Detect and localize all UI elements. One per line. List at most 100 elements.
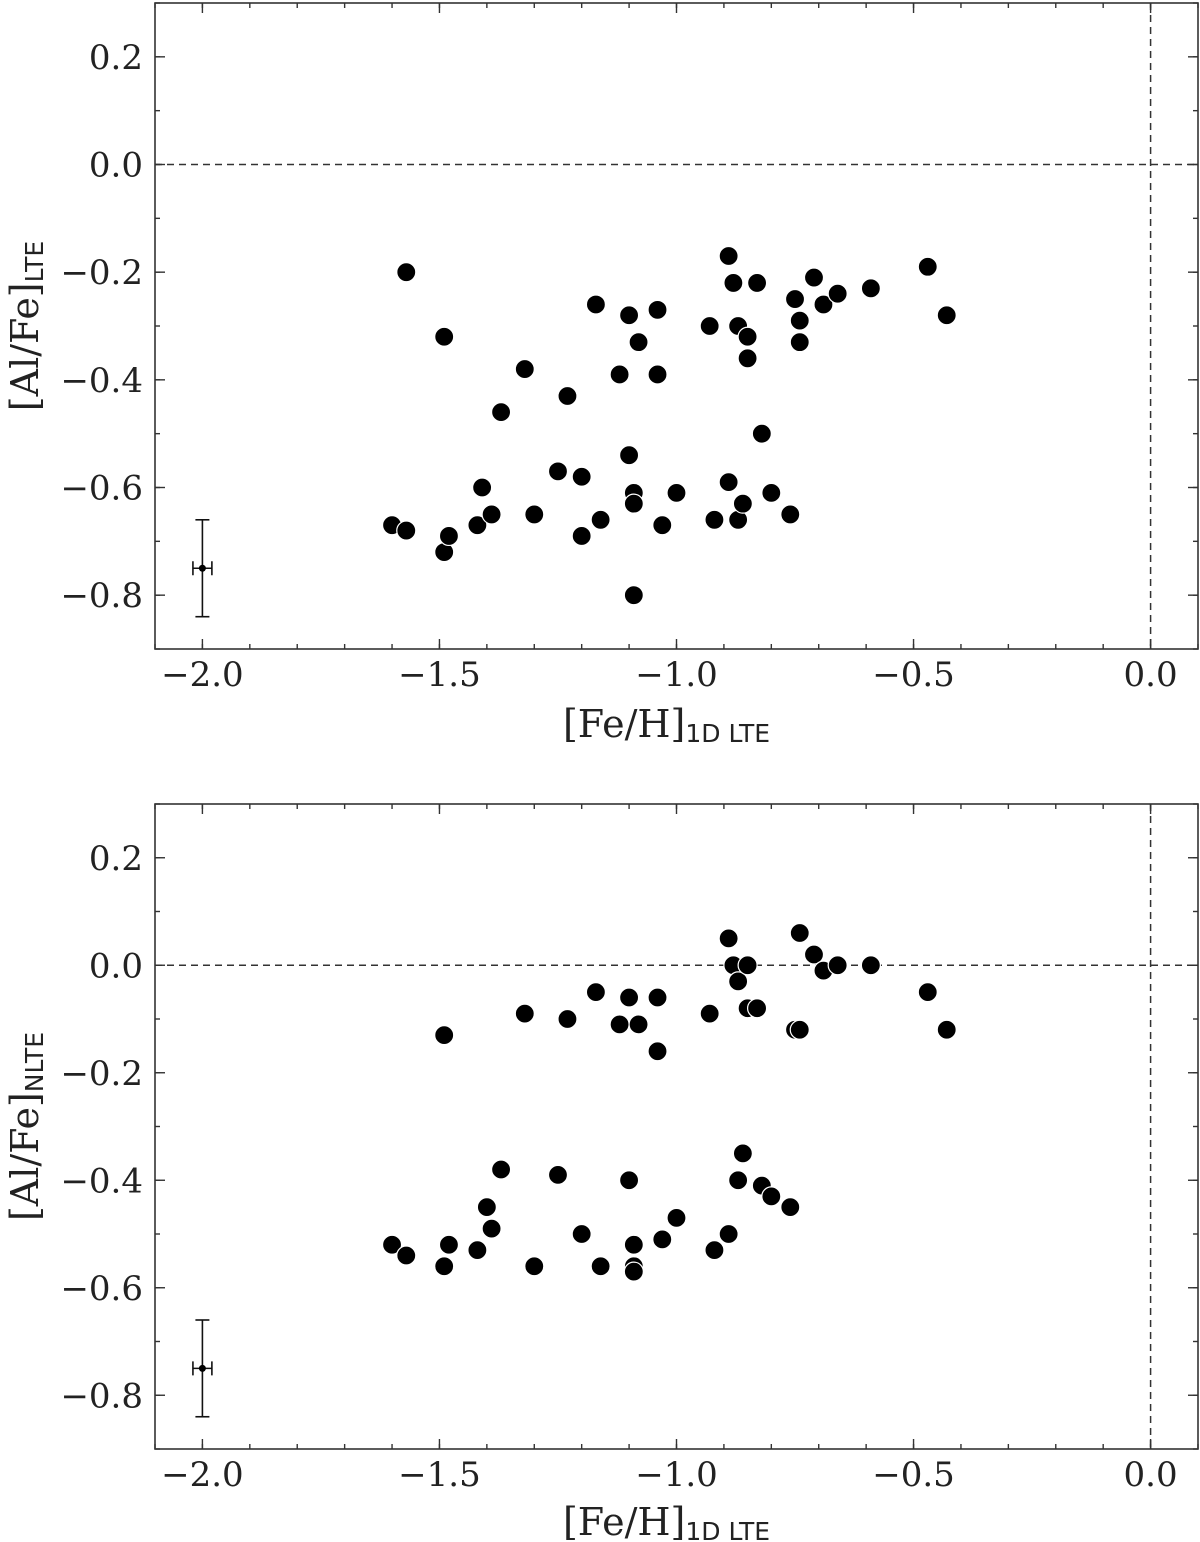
data-point: [481, 504, 502, 525]
data-point: [737, 348, 758, 369]
data-point: [628, 1014, 649, 1035]
data-point: [784, 288, 806, 310]
data-point: [704, 509, 725, 530]
error-bar-center: [198, 564, 206, 572]
x-tick-label: −2.0: [161, 1455, 244, 1495]
panel-top-lte: −2.0 −1.5 −1.0 −0.5 0.0 0.2 0.0 −0.2 −0.4 −0.6 −0.…: [3, 2, 1199, 748]
data-point: [728, 1170, 749, 1191]
data-point: [751, 423, 772, 444]
y-tick-label: 0.0: [89, 946, 143, 986]
data-point: [737, 955, 758, 976]
data-point: [618, 987, 640, 1008]
x-tick-label: −2.0: [161, 655, 244, 695]
data-point: [434, 1256, 455, 1277]
data-point: [623, 1234, 644, 1255]
data-point: [917, 256, 938, 277]
data-point: [666, 482, 687, 503]
data-point: [467, 515, 488, 536]
plot-frame: [154, 803, 1199, 1450]
data-point: [652, 1229, 673, 1250]
data-point: [746, 272, 768, 294]
data-point: [813, 294, 834, 315]
y-tick-label: −0.4: [60, 1161, 143, 1201]
x-tick-label: 0.0: [1124, 655, 1178, 695]
data-point: [467, 1240, 488, 1261]
data-point: [761, 1186, 782, 1207]
data-point: [699, 1003, 720, 1024]
data-point: [490, 402, 512, 423]
data-point: [585, 982, 607, 1003]
data-point: [623, 1261, 644, 1282]
y-axis-label: [Al/Fe]NLTE: [3, 1032, 49, 1221]
data-point: [647, 364, 668, 385]
x-tick-label: −1.5: [398, 1455, 481, 1495]
data-point: [618, 305, 640, 326]
data-point: [789, 1019, 810, 1040]
data-point: [628, 332, 649, 353]
y-tick-label: −0.8: [60, 576, 143, 616]
data-point: [789, 310, 810, 331]
data-point: [718, 472, 739, 493]
data-point: [623, 493, 644, 514]
y-tick-label: −0.6: [60, 469, 143, 509]
data-point: [585, 294, 607, 315]
plot-frame: [154, 2, 1199, 650]
y-tick-label: −0.8: [60, 1376, 143, 1416]
data-point: [827, 283, 848, 304]
data-point: [590, 1256, 611, 1277]
y-tick-label: −0.4: [60, 361, 143, 401]
data-point: [476, 1197, 497, 1218]
data-point: [647, 299, 668, 320]
data-point: [434, 326, 455, 347]
data-point: [571, 525, 592, 547]
x-axis-label: [Fe/H]1D LTE: [563, 702, 770, 748]
data-point: [609, 1014, 630, 1035]
data-point: [647, 987, 668, 1008]
x-tick-label: −0.5: [872, 1455, 955, 1495]
data-points: [381, 922, 957, 1282]
data-point: [490, 1159, 512, 1180]
data-point: [396, 262, 417, 283]
data-point: [438, 1234, 460, 1255]
error-bar: [192, 1319, 213, 1418]
data-point: [609, 364, 630, 385]
data-point: [618, 445, 640, 466]
data-point: [780, 1197, 801, 1218]
data-point: [571, 1223, 592, 1245]
data-point: [547, 1164, 569, 1185]
data-point: [737, 326, 758, 347]
data-point: [557, 385, 578, 407]
data-point: [860, 278, 881, 299]
data-point: [718, 245, 739, 267]
data-point: [524, 504, 545, 525]
data-point: [396, 1245, 417, 1266]
x-axis-label: [Fe/H]1D LTE: [563, 1500, 770, 1542]
data-point: [723, 272, 744, 294]
data-points: [381, 245, 957, 606]
data-point: [732, 1143, 753, 1164]
x-tick-label: −1.0: [635, 1455, 718, 1495]
error-bar-center: [198, 1364, 206, 1372]
data-point: [827, 955, 848, 976]
y-tick-label: 0.0: [89, 146, 143, 186]
data-point: [396, 520, 417, 541]
data-point: [623, 585, 644, 606]
data-point: [571, 466, 592, 487]
y-axis-label: [Al/Fe]LTE: [3, 241, 49, 411]
data-point: [761, 482, 782, 503]
data-point: [718, 1223, 739, 1245]
data-point: [434, 1025, 455, 1046]
data-point: [514, 358, 535, 380]
data-point: [718, 928, 739, 949]
y-tick-label: 0.2: [89, 839, 143, 879]
error-bar: [192, 518, 213, 618]
y-tick-label: −0.2: [60, 253, 143, 293]
y-tick-label: 0.2: [89, 38, 143, 78]
x-tick-label: −1.5: [398, 655, 481, 695]
data-point: [590, 509, 611, 530]
data-point: [917, 982, 938, 1003]
data-point: [438, 525, 460, 547]
data-point: [514, 1003, 535, 1024]
data-point: [381, 1234, 403, 1255]
